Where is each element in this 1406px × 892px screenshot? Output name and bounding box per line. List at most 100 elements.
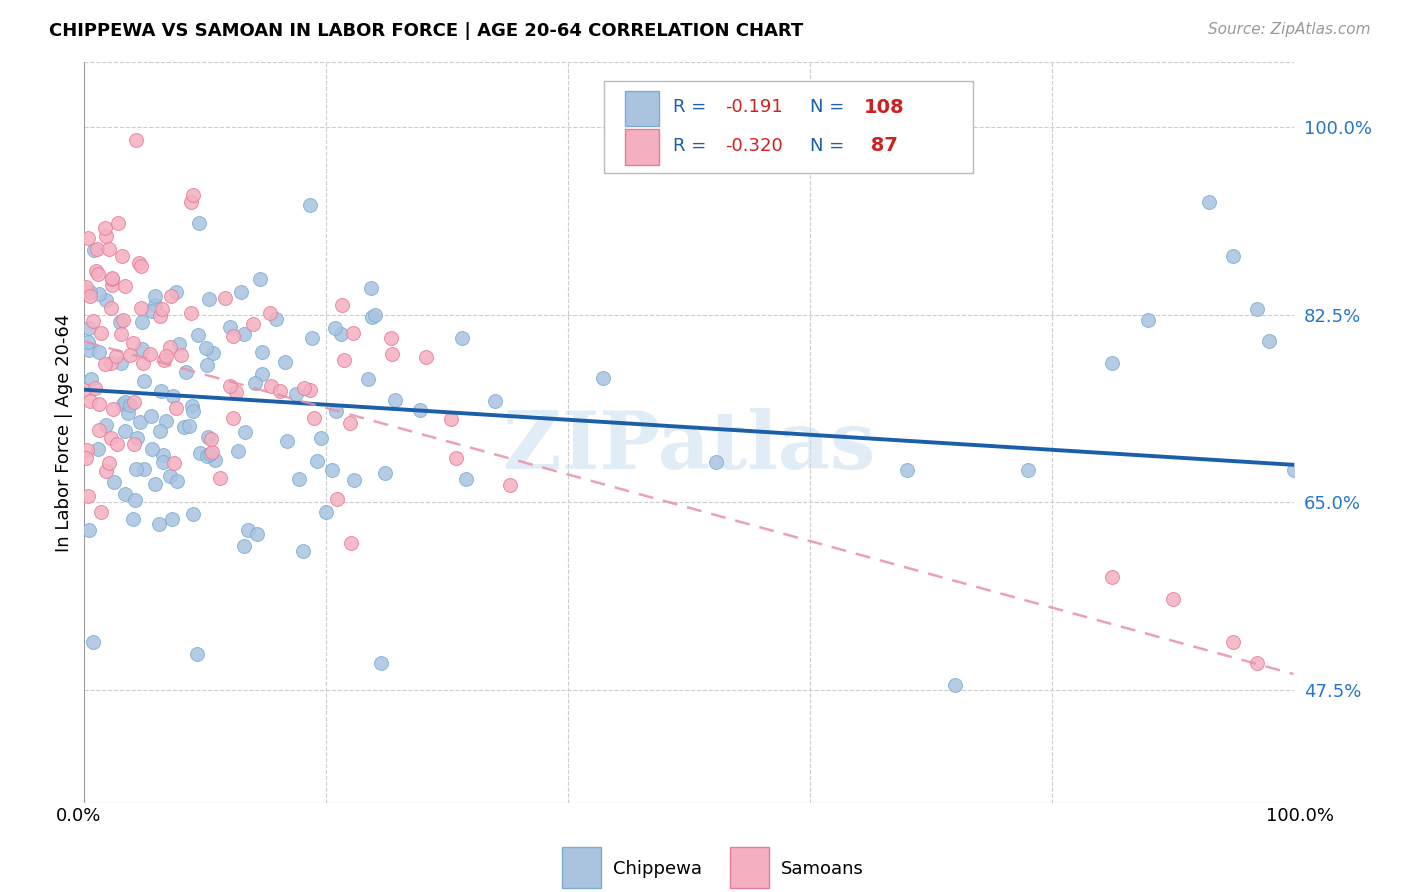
Point [98, 242, 121, 256]
Point [896, 463, 918, 477]
Point [93, 358, 115, 372]
Point [77, 335, 100, 350]
Point [340, 535, 363, 549]
Point [381, 347, 404, 361]
Point [121, 335, 143, 350]
Point [274, 355, 297, 369]
Point [131, 342, 153, 356]
Point [266, 312, 288, 326]
Point [284, 387, 307, 401]
Point [125, 462, 148, 476]
Text: R =: R = [673, 136, 713, 154]
Point [125, 133, 148, 147]
Point [160, 511, 183, 525]
Point [180, 195, 202, 210]
Point [287, 472, 309, 486]
Point [1222, 249, 1244, 263]
Point [114, 424, 136, 438]
Bar [730, 847, 769, 888]
Point [181, 399, 204, 413]
Point [84, 263, 107, 277]
Point [139, 346, 162, 360]
Point [150, 384, 173, 398]
Point [384, 393, 406, 408]
Point [342, 326, 364, 340]
Point [167, 336, 190, 351]
Point [94, 418, 117, 433]
Point [197, 292, 219, 306]
Point [174, 365, 197, 379]
Point [222, 411, 245, 425]
Point [235, 425, 257, 439]
Point [218, 320, 240, 334]
Text: 87: 87 [865, 136, 898, 155]
Point [179, 418, 201, 433]
Point [103, 475, 125, 489]
Point [1246, 657, 1268, 671]
Point [165, 285, 187, 299]
Point [90, 326, 112, 340]
Point [166, 475, 188, 489]
Point [170, 348, 193, 362]
Point [155, 349, 177, 363]
Point [232, 326, 254, 341]
Point [94, 465, 117, 479]
Point [592, 371, 614, 385]
Point [291, 544, 314, 558]
Point [125, 431, 148, 445]
Point [252, 367, 274, 381]
Text: N =: N = [810, 136, 844, 154]
Point [187, 216, 209, 230]
Point [200, 432, 222, 446]
Point [132, 462, 155, 476]
Point [1198, 194, 1220, 209]
Point [114, 395, 136, 409]
Point [110, 356, 132, 370]
Text: R =: R = [673, 98, 713, 116]
Point [1258, 334, 1281, 349]
Point [214, 291, 236, 305]
Point [197, 430, 219, 444]
Point [75, 450, 97, 465]
Point [226, 444, 249, 458]
Point [333, 353, 356, 368]
Point [122, 437, 145, 451]
Point [110, 327, 132, 342]
Point [132, 374, 155, 388]
Point [259, 305, 281, 319]
Point [374, 466, 396, 480]
Point [330, 298, 353, 312]
Point [325, 404, 347, 418]
Point [94, 229, 117, 244]
Point [243, 376, 266, 390]
Point [153, 353, 176, 368]
Point [114, 279, 136, 293]
Point [131, 315, 153, 329]
Point [1137, 313, 1160, 327]
Point [198, 447, 221, 461]
Point [343, 473, 366, 487]
Point [202, 346, 225, 360]
Point [87, 268, 110, 282]
Point [114, 487, 136, 501]
Point [446, 450, 468, 465]
Text: Chippewa: Chippewa [613, 861, 702, 879]
Point [129, 301, 152, 316]
Point [260, 379, 283, 393]
Point [124, 493, 146, 508]
Point [100, 301, 122, 315]
Point [209, 471, 232, 485]
Point [152, 448, 174, 462]
Point [165, 401, 187, 415]
Point [101, 402, 124, 417]
Point [1101, 356, 1123, 370]
Point [1282, 463, 1305, 477]
Point [302, 411, 325, 425]
Point [195, 341, 218, 355]
Bar [562, 847, 600, 888]
Point [201, 444, 224, 458]
Point [73, 384, 96, 398]
Point [143, 298, 166, 312]
Point [186, 647, 208, 661]
Point [339, 416, 361, 430]
